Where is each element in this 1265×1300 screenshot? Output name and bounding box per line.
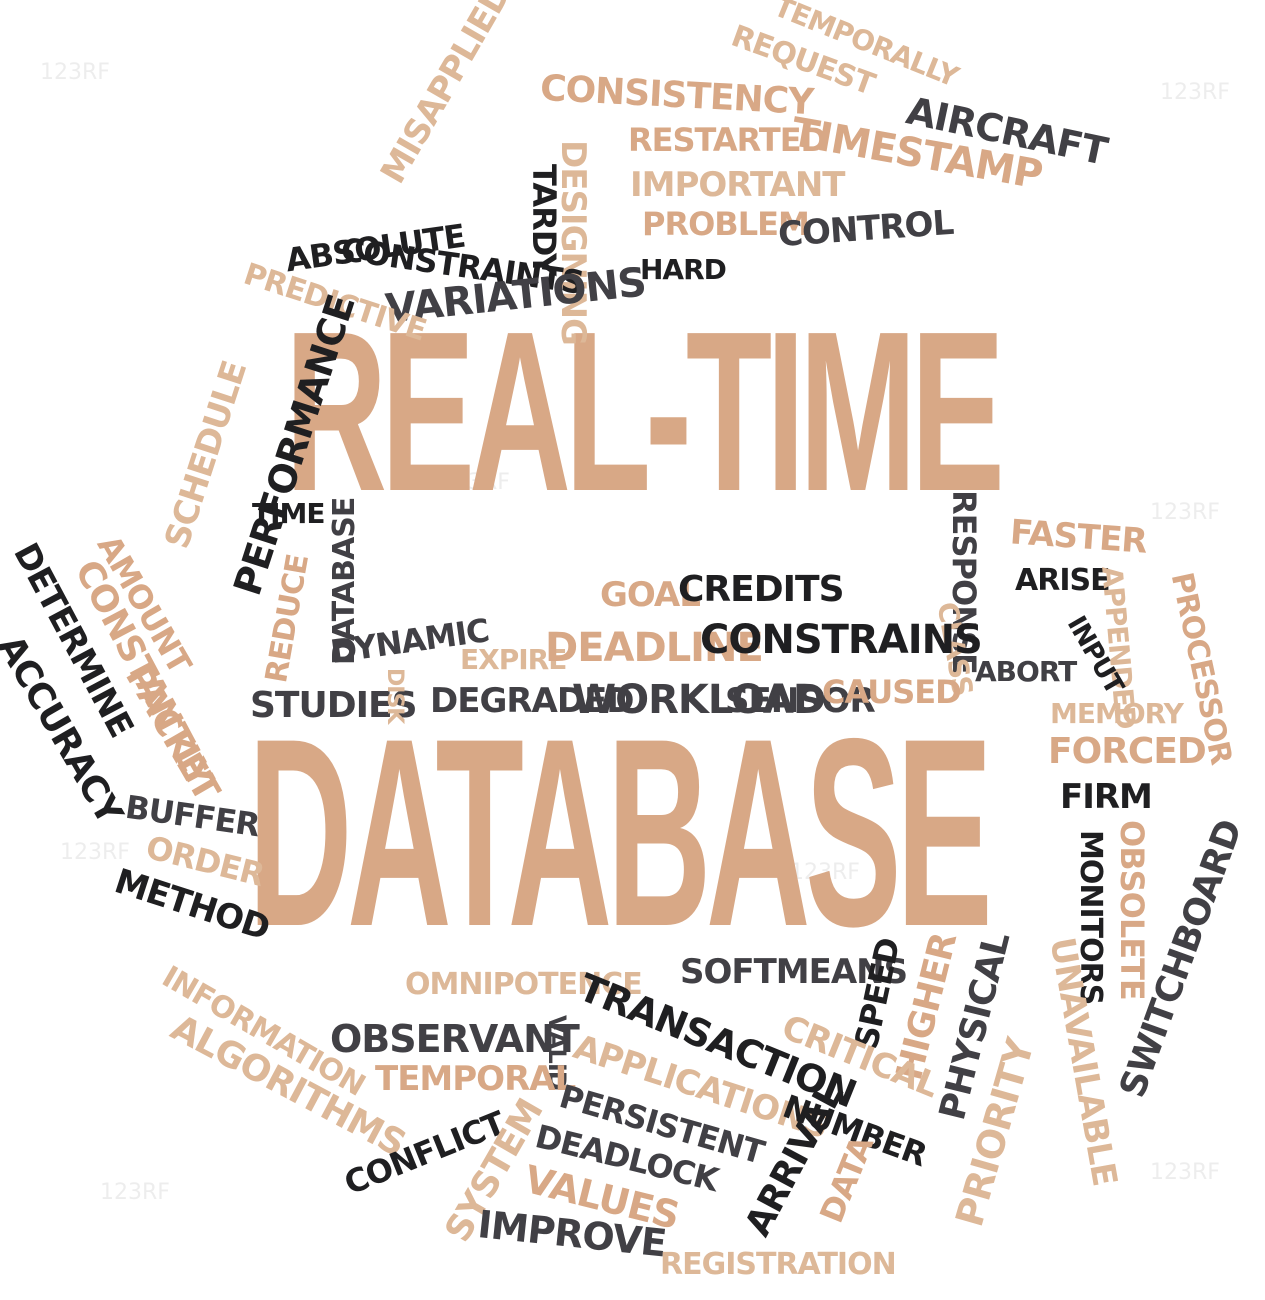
word-forced: FORCED [1048,731,1207,772]
word-misapplied: MISAPPLIED [372,0,520,191]
word-softmeans: SOFTMEANS [680,952,908,992]
word-expire: EXPIRE [460,643,567,676]
word-problem: PROBLEM [642,205,810,243]
word-omnipotence: OMNIPOTENCE [405,967,643,1002]
watermark-text: 123RF [440,470,510,495]
watermark-text: 123RF [60,840,130,865]
word-firm: FIRM [1060,777,1153,817]
headline-real-time: REAL-TIME [285,285,1005,539]
word-temporal: TEMPORAL [375,1059,576,1099]
word-deadline: DEADLINE [545,625,764,671]
watermark-text: 123RF [1150,500,1220,525]
word-control: CONTROL [776,202,955,256]
word-schedule: SCHEDULE [157,356,256,554]
word-constrains: CONSTRAINS [700,617,983,663]
word-goal: GOAL [600,575,701,615]
word-arise: ARISE [1015,563,1111,598]
word-obsolete: OBSOLETE [1113,820,1151,1000]
word-packet: PACKET [117,658,227,808]
word-disk: DISK [382,668,407,724]
watermark-text: 123RF [1150,1160,1220,1185]
watermark-text: 123RF [100,1180,170,1205]
word-registration: REGISTRATION [660,1247,897,1282]
watermark-text: 123RF [1160,80,1230,105]
word-caused: CAUSED [822,673,962,711]
word-sensor: SENSOR [725,681,876,721]
word-studies: STUDIES [250,685,418,726]
word-memory: MEMORY [1050,697,1184,730]
word-restarted: RESTARTED [628,121,827,159]
word-observant: OBSERVANT [330,1017,580,1061]
watermark-text: 123RF [40,60,110,85]
word-workload: WORKLOAD [572,677,826,723]
word-abort: ABORT [975,655,1077,688]
word-degraded: DEGRADED [430,681,635,721]
word-consistency: CONSISTENCY [539,67,815,124]
word-hard: HARD [640,253,727,286]
word-buffer: BUFFER [123,787,262,845]
word-time: TIME [252,497,326,530]
watermark-text: 123RF [790,860,860,885]
word-credits: CREDITS [678,569,844,610]
word-important: IMPORTANT [630,165,845,205]
headline-database: DATABASE [248,682,993,982]
word-unavailable: UNAVAILABLE [1041,934,1125,1189]
word-faster: FASTER [1008,512,1148,562]
